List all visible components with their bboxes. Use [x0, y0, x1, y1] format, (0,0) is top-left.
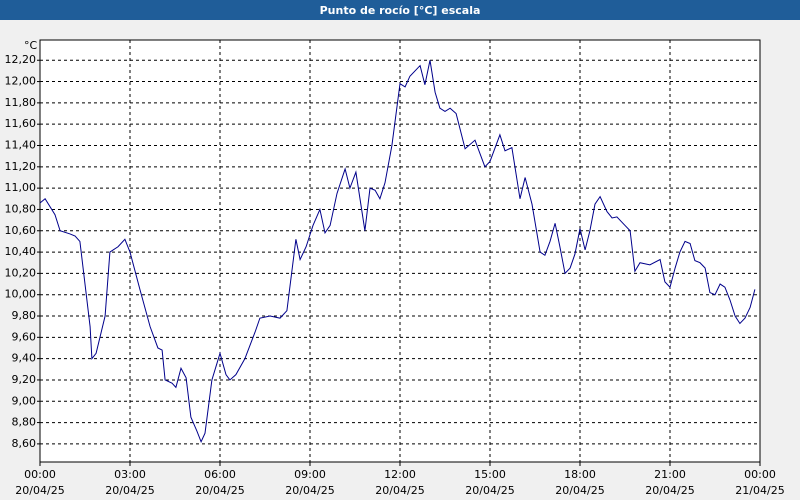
- x-tick-date: 20/04/25: [15, 484, 64, 497]
- x-tick-label: 03:00: [114, 468, 146, 481]
- y-tick-label: 11,80: [5, 96, 37, 109]
- x-tick-label: 21:00: [654, 468, 686, 481]
- y-tick-label: 11,00: [5, 181, 37, 194]
- y-tick-label: 10,40: [5, 245, 37, 258]
- x-tick-label: 12:00: [384, 468, 416, 481]
- y-unit: °C: [24, 39, 38, 52]
- x-tick-label: 06:00: [204, 468, 236, 481]
- x-tick-label: 18:00: [564, 468, 596, 481]
- title-bar: [0, 0, 800, 20]
- y-tick-label: 9,20: [12, 373, 37, 386]
- y-tick-label: 12,20: [5, 53, 37, 66]
- y-tick-label: 11,20: [5, 160, 37, 173]
- y-tick-label: 10,80: [5, 202, 37, 215]
- x-tick-date: 20/04/25: [105, 484, 154, 497]
- x-tick-date: 21/04/25: [735, 484, 784, 497]
- y-tick-label: 8,60: [12, 437, 37, 450]
- data-line: [39, 60, 756, 444]
- x-tick-date: 20/04/25: [465, 484, 514, 497]
- x-tick-label: 00:00: [744, 468, 776, 481]
- x-tick-date: 20/04/25: [195, 484, 244, 497]
- y-tick-label: 11,40: [5, 139, 37, 152]
- y-tick-label: 10,60: [5, 224, 37, 237]
- x-tick-date: 20/04/25: [285, 484, 334, 497]
- chart-title: Punto de rocío [°C] escala: [320, 4, 481, 17]
- y-tick-label: 11,60: [5, 117, 37, 130]
- x-tick-date: 20/04/25: [645, 484, 694, 497]
- x-tick-label: 15:00: [474, 468, 506, 481]
- y-tick-label: 12,00: [5, 75, 37, 88]
- x-tick-label: 09:00: [294, 468, 326, 481]
- y-tick-label: 10,00: [5, 288, 37, 301]
- y-tick-label: 9,80: [12, 309, 37, 322]
- y-tick-label: 8,80: [12, 416, 37, 429]
- y-tick-label: 9,00: [12, 394, 37, 407]
- y-tick-label: 9,40: [12, 352, 37, 365]
- y-tick-label: 9,60: [12, 330, 37, 343]
- plot-border: [39, 39, 761, 463]
- y-tick-label: 10,20: [5, 266, 37, 279]
- x-tick-date: 20/04/25: [555, 484, 604, 497]
- x-tick-label: 00:00: [24, 468, 56, 481]
- x-tick-date: 20/04/25: [375, 484, 424, 497]
